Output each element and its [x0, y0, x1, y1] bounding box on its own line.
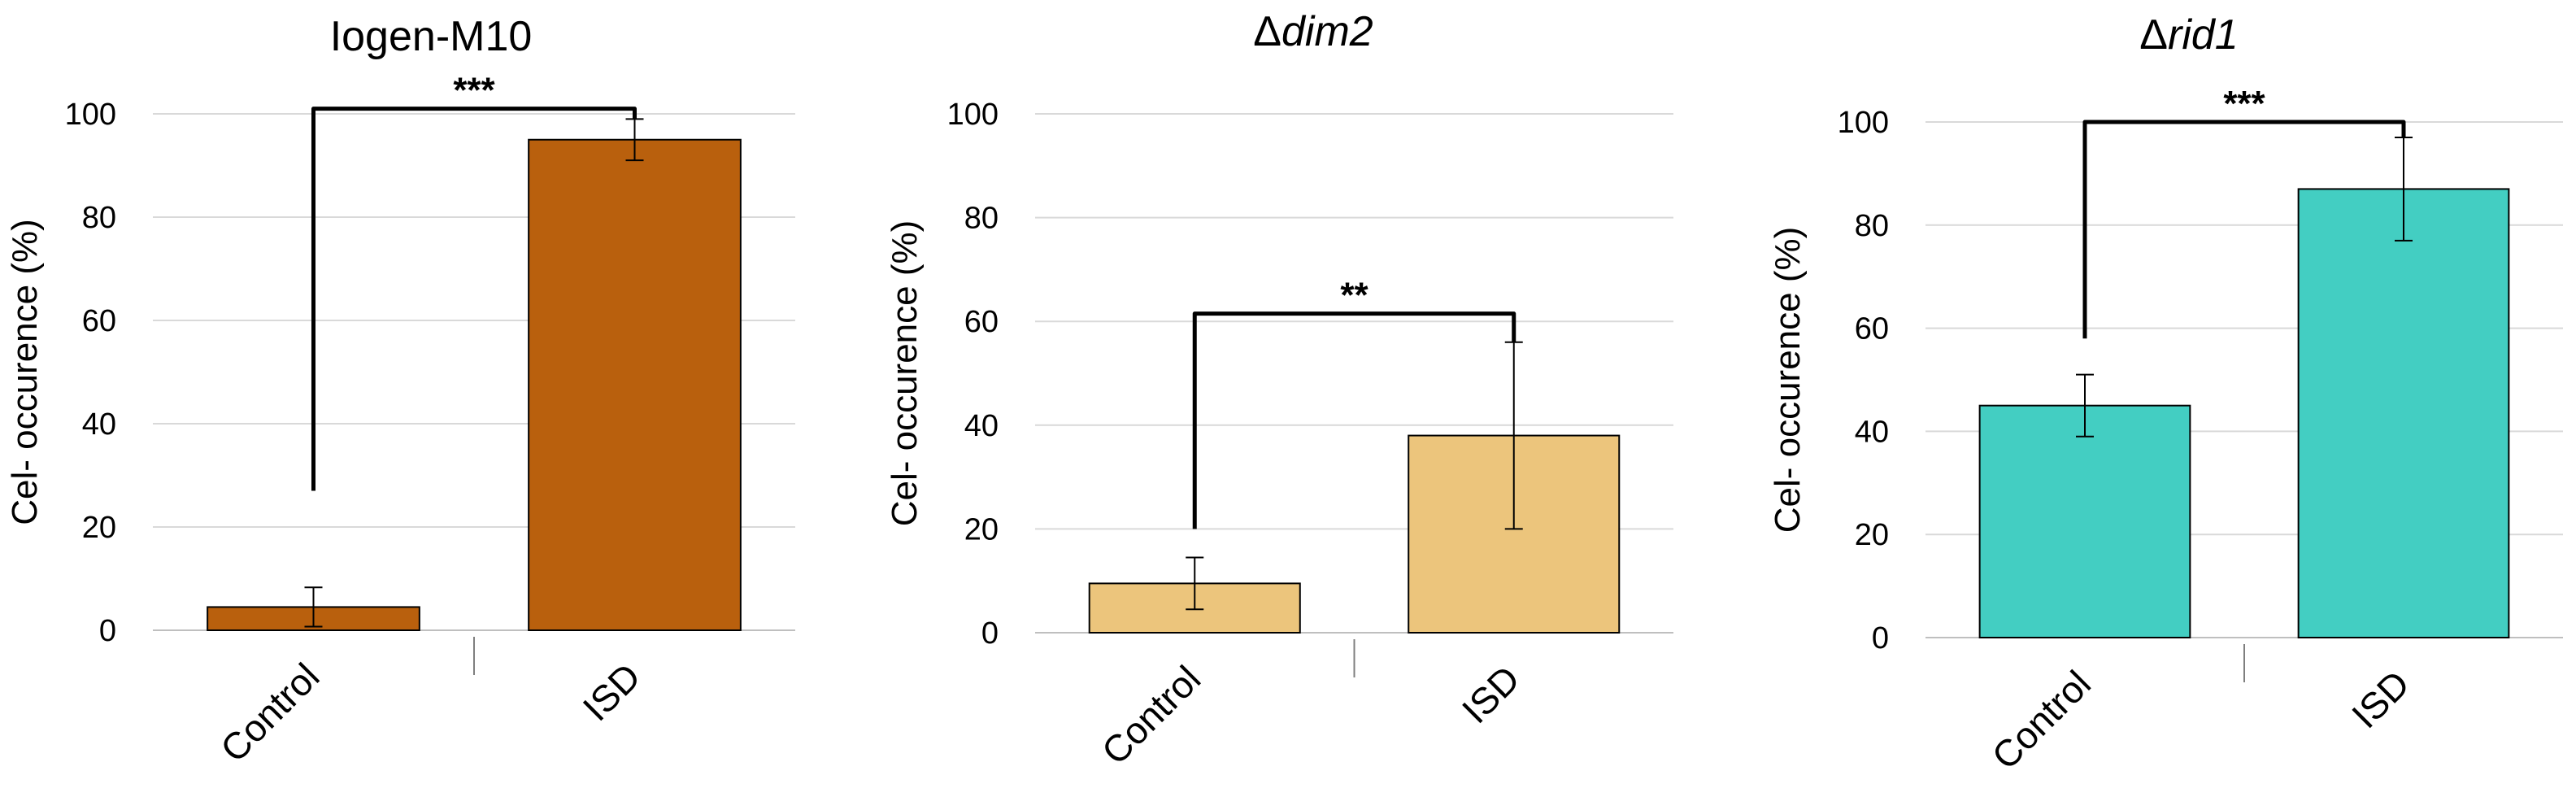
chart-panel-1: 0 20 40 60 80 100 Control ISD *** Iogen-M10 Cel- o…	[5, 13, 795, 770]
y-tick-label: 40	[1855, 415, 1889, 449]
chart-title: Δrid1	[2139, 11, 2238, 59]
x-category-label: ISD	[1454, 657, 1528, 731]
bar-isd	[1408, 434, 1621, 634]
y-tick-label: 100	[65, 98, 116, 132]
x-category-label: ISD	[575, 655, 649, 729]
y-axis-label: Cel- occurence (%)	[5, 219, 45, 525]
y-axis-label: Cel- occurence (%)	[885, 220, 925, 527]
y-tick-label: 60	[82, 304, 116, 338]
y-axis-label: Cel- occurence (%)	[1768, 227, 1808, 533]
y-tick-label: 20	[964, 512, 999, 547]
y-tick-label: 20	[82, 511, 116, 545]
significance-label: **	[1340, 276, 1368, 316]
title-text: Iogen-M10	[330, 13, 533, 60]
x-category-label: Control	[1983, 662, 2099, 777]
title-text: rid1	[2168, 11, 2239, 59]
chart-title: Iogen-M10	[330, 13, 533, 60]
bar-control	[1978, 404, 2191, 638]
y-tick-label: 0	[1872, 621, 1889, 655]
title-text: dim2	[1281, 8, 1373, 55]
x-category-label: Control	[212, 655, 328, 770]
y-tick-label: 60	[964, 305, 999, 339]
significance-bracket	[1192, 311, 1516, 529]
chart-title: Δdim2	[1253, 8, 1373, 55]
bar-isd	[2297, 188, 2510, 639]
y-tick-label: 80	[82, 201, 116, 235]
y-tick-label: 40	[964, 409, 999, 443]
significance-label: ***	[2223, 84, 2265, 124]
title-prefix: Δ	[2139, 11, 2168, 59]
chart-panel-3: 0 20 40 60 80 100 Control ISD *** Δrid1 Cel- occur…	[1768, 11, 2563, 777]
significance-bracket	[311, 107, 637, 491]
significance-label: ***	[453, 71, 495, 111]
x-category-label: Control	[1094, 657, 1209, 773]
y-tick-label: 40	[82, 407, 116, 442]
y-tick-label: 80	[964, 202, 999, 236]
y-tick-label: 100	[947, 98, 999, 132]
chart-panel-2: 0 20 40 60 80 100 Control ISD ** Δdim2 Cel- occure…	[885, 8, 1673, 773]
y-tick-label: 100	[1838, 106, 1889, 140]
title-prefix: Δ	[1253, 8, 1281, 55]
y-tick-label: 60	[1855, 312, 1889, 346]
x-category-label: ISD	[2343, 662, 2417, 736]
y-tick-label: 20	[1855, 518, 1889, 552]
significance-bracket	[2082, 120, 2406, 339]
y-tick-label: 0	[99, 614, 116, 648]
y-tick-label: 80	[1855, 209, 1889, 243]
bar-isd	[528, 138, 742, 631]
y-tick-label: 0	[981, 616, 999, 651]
